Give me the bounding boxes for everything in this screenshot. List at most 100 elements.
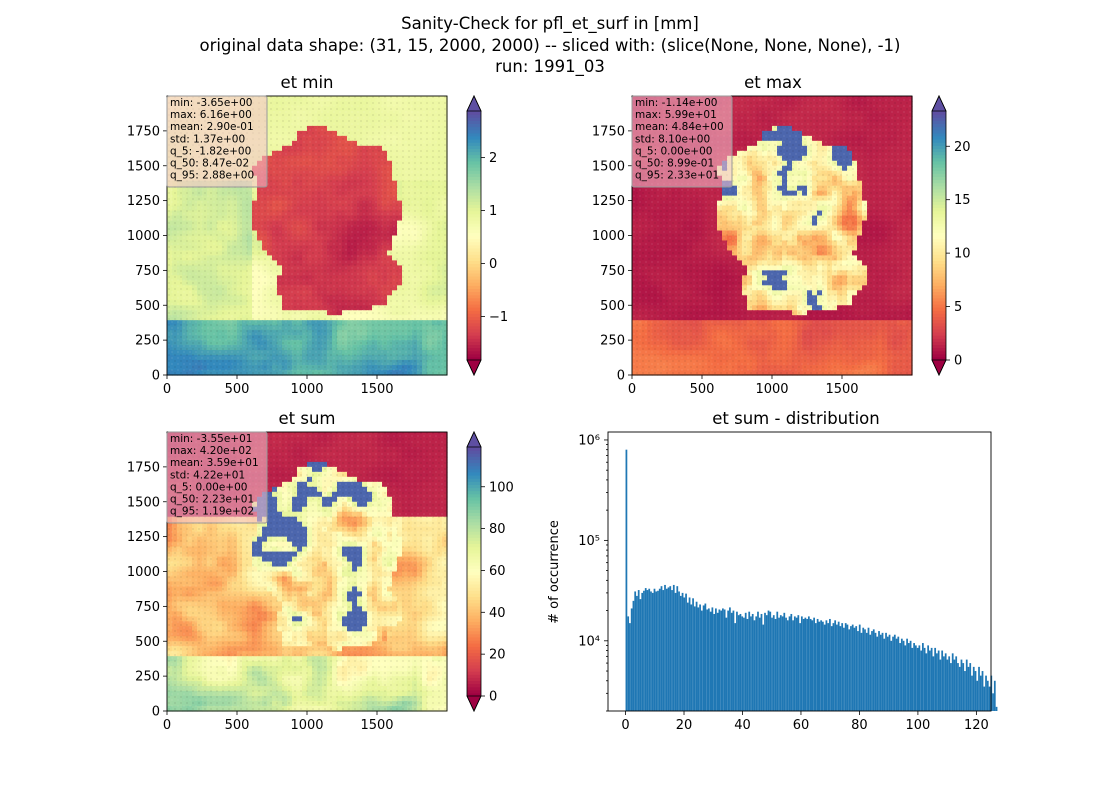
colorbar-segment <box>467 331 481 336</box>
colorbar-segment <box>467 167 481 171</box>
colorbar-segment <box>467 229 481 233</box>
colorbar-segment <box>467 226 481 230</box>
colorbar-segment <box>467 219 481 224</box>
colorbar-segment <box>467 207 481 212</box>
colorbar-tick-label: 0 <box>489 257 497 272</box>
colorbar-segment <box>467 114 481 118</box>
colorbar-segment <box>467 275 481 280</box>
colorbar-segment <box>467 300 481 305</box>
colorbar-segment <box>467 145 481 149</box>
colorbar-outline <box>466 95 482 376</box>
y-tick-label: 1500 <box>127 159 160 174</box>
colorbar-segment <box>467 198 481 202</box>
colorbar-segment <box>467 260 481 265</box>
colorbar-segment <box>467 288 481 293</box>
colorbar-segment <box>467 356 481 361</box>
colorbar-segment <box>467 291 481 296</box>
panel-et-min: et min 0 500 1000 1500025050075010001250150… <box>127 73 508 397</box>
colorbar-segment <box>467 201 481 205</box>
colorbar-segment <box>467 347 481 352</box>
colorbar-segment <box>467 126 481 131</box>
colorbar-segment <box>467 335 481 339</box>
colorbar-segment <box>467 325 481 330</box>
colorbar-segment <box>467 282 481 286</box>
colorbar-segment <box>467 179 481 184</box>
colorbar-segment <box>467 151 481 156</box>
colorbar-segment <box>467 279 481 283</box>
y-tick-label: 1000 <box>127 229 160 244</box>
suptitle-line-1: Sanity-Check for pfl_et_surf in [mm] <box>401 14 699 34</box>
y-tick-label: 1250 <box>127 194 160 209</box>
colorbar-segment <box>467 213 481 218</box>
colorbar-segment <box>467 210 481 215</box>
colorbar-segment <box>467 163 481 168</box>
colorbar-extend-min <box>466 359 482 376</box>
y-tick-label: 250 <box>135 334 160 349</box>
colorbar-segment <box>467 204 481 209</box>
colorbar-segment <box>467 297 481 302</box>
colorbar-segment <box>467 117 481 121</box>
colorbar-segment <box>467 182 481 187</box>
colorbar-segment <box>467 269 481 274</box>
colorbar-segment <box>467 135 481 140</box>
stats-line: max: 6.16e+00 <box>170 109 252 121</box>
colorbar-segment <box>467 338 481 342</box>
colorbar-segment <box>467 160 481 165</box>
suptitle-line-3: run: 1991_03 <box>495 57 605 77</box>
colorbar-segment <box>467 254 481 258</box>
stats-line: min: -3.65e+00 <box>170 97 252 109</box>
colorbar-segment <box>467 316 481 321</box>
colorbar-segment <box>467 319 481 324</box>
y-tick-label: 1750 <box>127 124 160 139</box>
colorbar-segment <box>467 350 481 355</box>
colorbar-segment <box>467 322 481 327</box>
colorbar-segment <box>467 148 481 153</box>
colorbar-tick-label: −1 <box>489 310 508 325</box>
stats-line: mean: 2.90e-01 <box>170 121 254 133</box>
colorbar-segment <box>467 313 481 318</box>
x-tick-label: 1000 <box>290 382 323 397</box>
colorbar-segment <box>467 173 481 177</box>
panel-title: et max <box>744 73 802 92</box>
colorbar-segment <box>467 294 481 299</box>
colorbar-segment <box>467 344 481 349</box>
colorbar-segment <box>467 170 481 174</box>
suptitle-line-2: original data shape: (31, 15, 2000, 2000… <box>200 36 901 55</box>
colorbar-segment <box>467 263 481 268</box>
colorbar-segment <box>467 195 481 199</box>
colorbar-segment <box>467 142 481 146</box>
colorbar-segment <box>467 188 481 193</box>
colorbar-segment <box>467 251 481 255</box>
colorbar-tick-label: 1 <box>489 204 497 219</box>
colorbar-segment <box>467 241 481 246</box>
colorbar-segment <box>467 272 481 277</box>
colorbar-segment <box>467 285 481 290</box>
stats-line: q_50: 8.47e-02 <box>170 158 249 170</box>
panel-title: et min <box>281 73 334 92</box>
colorbar-segment <box>467 139 481 143</box>
colorbar-segment <box>467 120 481 125</box>
y-tick-label: 750 <box>135 264 160 279</box>
colorbar-segment <box>467 341 481 346</box>
colorbar-segment <box>467 129 481 134</box>
colorbar-segment <box>467 132 481 137</box>
x-tick-label: 1500 <box>360 382 393 397</box>
colorbar-segment <box>467 353 481 358</box>
colorbar-segment <box>467 185 481 190</box>
y-tick-label: 0 <box>152 369 160 384</box>
colorbar-segment <box>467 247 481 252</box>
stats-line: q_95: 2.88e+00 <box>170 170 254 182</box>
stats-line: q_5: -1.82e+00 <box>170 145 251 157</box>
colorbar-segment <box>467 328 481 333</box>
colorbar-segment <box>467 123 481 128</box>
colorbar-segment <box>467 176 481 181</box>
colorbar-segment <box>467 244 481 249</box>
heatmap-image <box>167 96 448 376</box>
stats-line: std: 1.37e+00 <box>170 133 245 145</box>
colorbar-segment <box>467 307 481 311</box>
colorbar-segment <box>467 232 481 237</box>
colorbar-segment <box>467 235 481 240</box>
